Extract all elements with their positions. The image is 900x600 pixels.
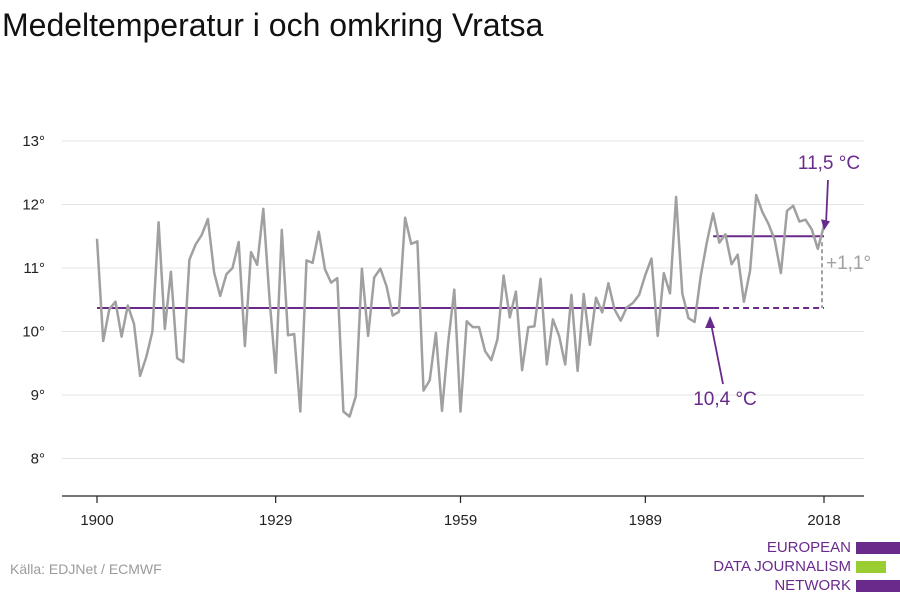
annotation-label-base-mean: 10,4 °C — [693, 389, 757, 410]
edjnet-logo: EUROPEAN DATA JOURNALISM NETWORK — [712, 538, 900, 598]
reference-lines — [97, 235, 824, 310]
y-tick-label: 8° — [31, 451, 45, 468]
annotation-arrowhead-recent-mean — [821, 219, 830, 231]
logo-line-3: NETWORK — [774, 577, 851, 594]
x-tick-label: 1900 — [80, 512, 113, 529]
logo-line-2: DATA JOURNALISM — [713, 558, 851, 575]
y-tick-label: 12° — [22, 197, 45, 214]
annotation-arrow-base-mean — [710, 323, 724, 385]
x-tick-label: 1959 — [444, 512, 477, 529]
y-axis-ticks: 8° 9° 10° 11° 12° 13° — [22, 133, 45, 468]
x-tick-label: 1929 — [259, 512, 292, 529]
annotation-arrowhead-base-mean — [705, 316, 716, 329]
x-tick-label: 1989 — [629, 512, 662, 529]
temperature-series-line — [95, 193, 826, 418]
annotation-label-difference: +1,1° — [826, 253, 871, 274]
logo-line-1: EUROPEAN — [766, 539, 851, 556]
annotations: 11,5 °C 10,4 °C +1,1° — [693, 153, 871, 410]
y-tick-label: 11° — [23, 260, 45, 277]
logo-bar-purple-top — [856, 542, 900, 554]
x-axis-ticks: 1900 1929 1959 1989 2018 — [80, 496, 841, 529]
y-tick-label: 13° — [22, 133, 45, 150]
gridlines — [62, 140, 864, 459]
annotation-label-recent-mean: 11,5 °C — [798, 153, 860, 174]
chart-title: Medeltemperatur i och omkring Vratsa — [2, 7, 544, 43]
y-tick-label: 9° — [31, 387, 45, 404]
annotation-arrow-recent-mean — [825, 179, 829, 225]
y-tick-label: 10° — [22, 324, 45, 341]
logo-bar-purple-bottom — [856, 580, 900, 592]
logo-bar-green — [856, 561, 886, 573]
x-tick-label: 2018 — [807, 512, 840, 529]
source-credit: Källa: EDJNet / ECMWF — [10, 561, 162, 577]
